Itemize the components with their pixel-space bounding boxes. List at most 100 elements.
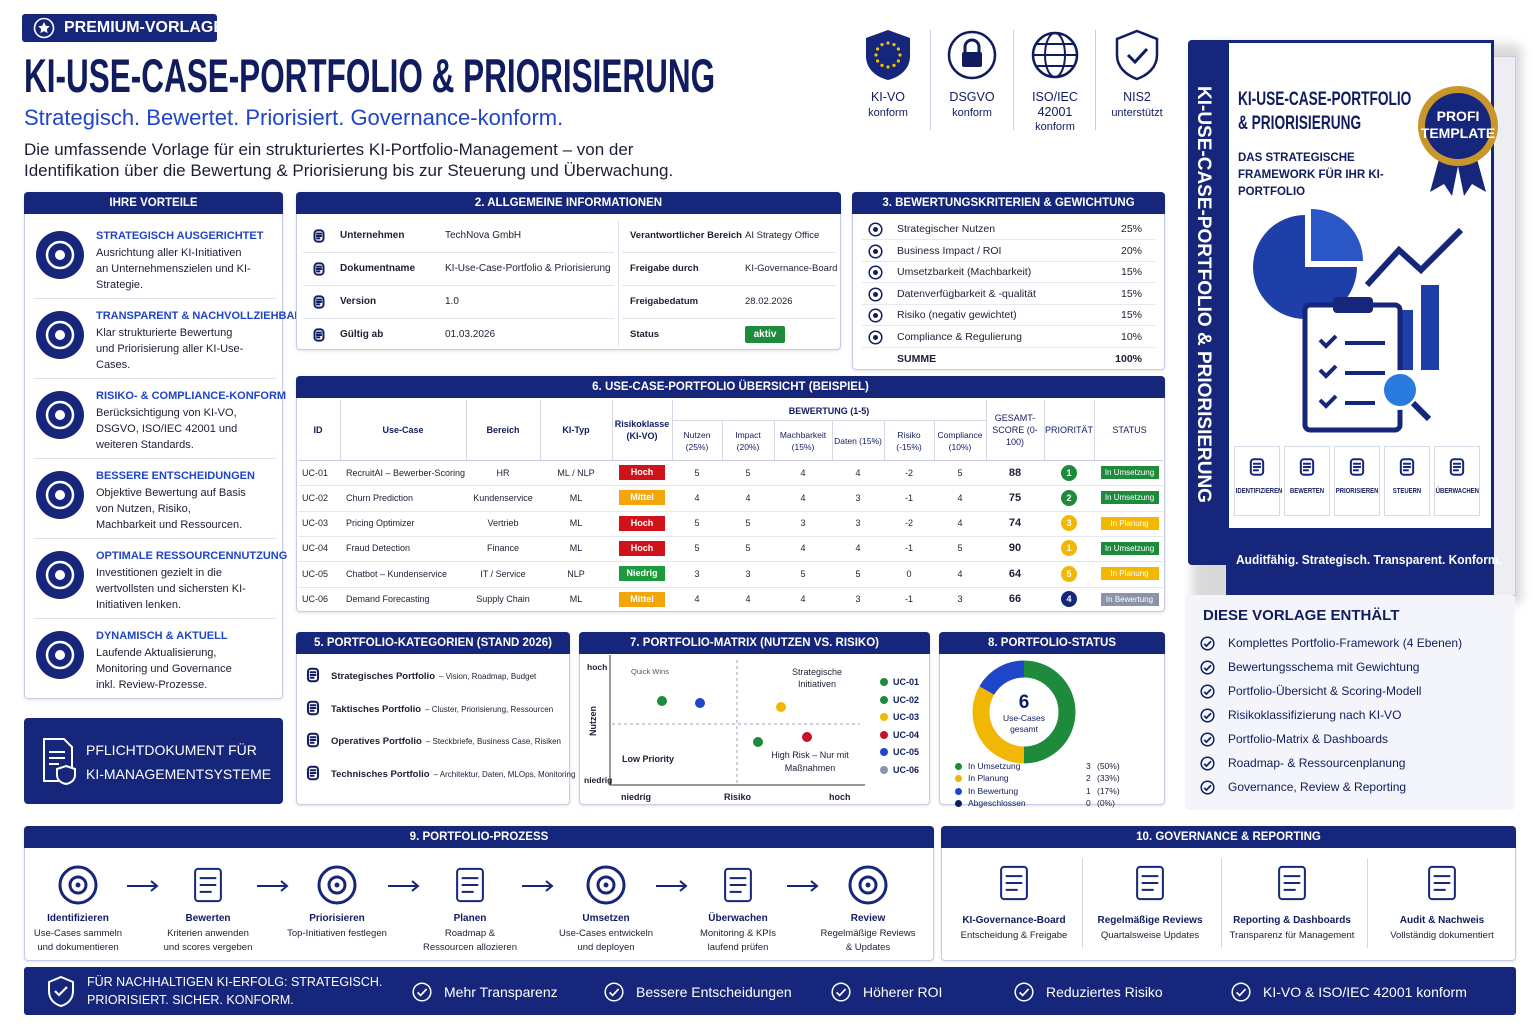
table-header: Machbarkeit (15%) (779, 430, 827, 452)
process-icon-path (729, 877, 747, 893)
category-icon-path (309, 768, 317, 777)
legend-dot (880, 713, 888, 721)
table-text: ML (569, 543, 583, 554)
contents-check-svg (1200, 708, 1215, 723)
category-icon-rect (306, 667, 320, 683)
book-graphic-path (1311, 209, 1363, 261)
cert-icon-circle (886, 41, 890, 45)
table-cell: UC-05 (296, 561, 340, 586)
criteria-name: Strategischer Nutzen (897, 223, 996, 235)
governance-panel-header: 10. GOVERNANCE & REPORTING (941, 826, 1516, 848)
process-icon (447, 862, 493, 908)
governance-icon-svg (1136, 865, 1164, 901)
mandatory-icon-path (43, 738, 73, 782)
contents-check-circle (1200, 756, 1215, 771)
criteria-divider (862, 347, 1155, 348)
process-icon-circle (848, 865, 888, 905)
footer-check-path (835, 988, 847, 997)
table-text: ML (569, 518, 583, 529)
status-percent: (0%) (1097, 798, 1115, 809)
process-icon-circle (68, 875, 88, 895)
info-value: 28.02.2026 (745, 296, 793, 307)
book-step-icon-svg (1399, 458, 1415, 476)
book-slogan: Auditfähig. Strategisch. Transparent. Ko… (1236, 552, 1502, 567)
table-cell: 0 (884, 561, 934, 586)
governance-divider (1082, 858, 1083, 948)
priority-badge: 2 (1061, 489, 1077, 506)
category-icon-rect (306, 765, 320, 780)
table-cell: Pricing Optimizer (340, 511, 466, 536)
process-icon-circle (586, 865, 626, 905)
table-cell: 4 (934, 561, 986, 586)
advantage-icon (35, 230, 85, 280)
table-header-cell: Use-Case (340, 400, 466, 460)
cert-icon-circle (880, 43, 884, 47)
process-icon-svg (586, 865, 626, 905)
advantage-icon (35, 630, 85, 680)
footer-check (412, 982, 432, 1002)
criteria-divider (862, 239, 1155, 240)
cert-icon-circle (947, 30, 997, 80)
matrix-y-label: Nutzen (588, 706, 598, 736)
process-icon-circle (603, 882, 609, 888)
criteria-sum-weight: 100% (1115, 353, 1142, 365)
info-label: Gültig ab (340, 329, 384, 340)
contents-check-path (1203, 640, 1212, 648)
table-cell: ML / NLP (540, 460, 612, 485)
table-header-cell: Nutzen (25%) (672, 424, 722, 458)
criteria-divider (862, 260, 1155, 262)
advantage-text: Klar strukturierte Bewertung und Prioris… (96, 327, 244, 371)
donut-svg (972, 660, 1076, 764)
advantage-icon-circle (55, 250, 65, 260)
quadrant-label: High Risk – Nur mit Maßnahmen (771, 750, 849, 773)
table-col-line (672, 400, 673, 460)
process-panel-header: 9. PORTFOLIO-PROZESS (24, 826, 934, 848)
cert-title: DSGVO (949, 90, 995, 104)
matrix-panel (579, 632, 930, 805)
table-cell: NLP (540, 561, 612, 586)
process-icon-circle (75, 882, 81, 888)
table-text: -1 (904, 543, 913, 554)
table-text: UC-05 (302, 568, 329, 579)
contents-check-path (1203, 688, 1212, 696)
table-text: -2 (904, 518, 913, 529)
table-text: 4 (745, 492, 751, 503)
governance-title: Reporting & Dashboards (1233, 915, 1351, 926)
footer-check-circle (1231, 982, 1251, 1002)
governance-panel (941, 826, 1516, 961)
cert-icon-path (963, 38, 981, 52)
criteria-icon-circle (868, 222, 883, 237)
info-icon-rect (313, 262, 325, 276)
table-text: UC-06 (302, 594, 329, 604)
governance-icon-path (1141, 875, 1159, 891)
info-icon-path (316, 232, 322, 240)
process-arrow-path (127, 880, 159, 892)
legend-label: UC-02 (893, 694, 920, 705)
contents-check (1200, 732, 1215, 747)
contents-check (1200, 684, 1215, 699)
table-cell: 2 (1044, 485, 1094, 510)
table-col-line (340, 400, 341, 460)
criteria-panel-header: 3. BEWERTUNGSKRITERIEN & GEWICHTUNG (852, 192, 1165, 214)
governance-icon-svg (1000, 865, 1028, 901)
table-cell: In Umsetzung (1094, 485, 1165, 510)
category-icon-path (309, 703, 317, 712)
categories-panel (296, 632, 570, 805)
advantage-icon-circle (45, 320, 75, 350)
table-cell: 4 (774, 536, 832, 561)
table-cell: In Umsetzung (1094, 460, 1165, 485)
table-header-cell: KI-Typ (540, 400, 612, 460)
table-cell: 3 (774, 511, 832, 536)
book-badge: PROFI TEMPLATE (1420, 108, 1496, 141)
info-label: Freigabe durch (630, 263, 699, 274)
criteria-icon-circle (868, 308, 883, 323)
book-step-icon-svg (1299, 458, 1315, 476)
status-count: 0 (1086, 798, 1091, 809)
table-header: Impact (20%) (735, 430, 761, 452)
table-col-line (1094, 400, 1095, 460)
table-cell: ML (540, 485, 612, 510)
process-arrow (256, 879, 290, 893)
criteria-icon-circle (868, 330, 883, 345)
legend-label: UC-06 (893, 764, 920, 775)
table-text: 5 (745, 543, 751, 554)
